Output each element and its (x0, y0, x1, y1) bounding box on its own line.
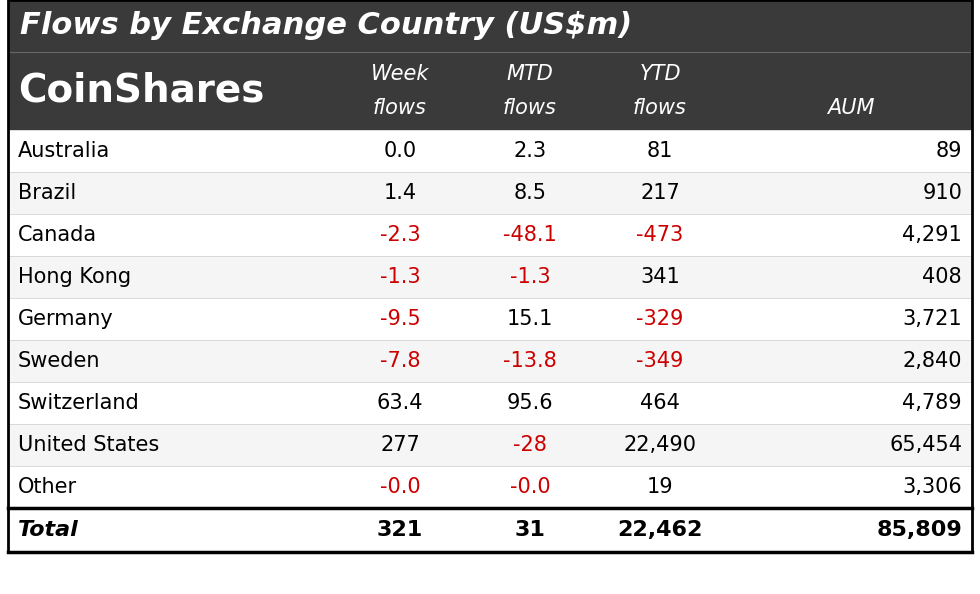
Text: 22,462: 22,462 (617, 520, 703, 540)
Text: AUM: AUM (827, 98, 875, 118)
Text: -329: -329 (636, 309, 684, 329)
Text: 1.4: 1.4 (383, 183, 416, 203)
Text: -473: -473 (636, 225, 684, 245)
Text: -28: -28 (514, 435, 547, 455)
Text: -0.0: -0.0 (379, 477, 420, 497)
Text: Flows by Exchange Country (US$m): Flows by Exchange Country (US$m) (20, 11, 632, 40)
Text: 15.1: 15.1 (507, 309, 553, 329)
Text: 341: 341 (640, 267, 680, 287)
Bar (8, 424, 972, 466)
Text: Other: Other (18, 477, 77, 497)
Text: 81: 81 (647, 141, 673, 161)
Bar (8, 214, 972, 256)
Bar (8, 466, 972, 508)
Text: 3,721: 3,721 (903, 309, 962, 329)
Bar (8, 0, 972, 52)
Text: -7.8: -7.8 (380, 351, 420, 371)
Text: Sweden: Sweden (18, 351, 101, 371)
Text: 85,809: 85,809 (876, 520, 962, 540)
Text: -13.8: -13.8 (503, 351, 557, 371)
Text: CoinShares: CoinShares (18, 72, 265, 110)
Bar (8, 130, 972, 172)
Text: 19: 19 (647, 477, 673, 497)
Text: Australia: Australia (18, 141, 110, 161)
Text: 22,490: 22,490 (623, 435, 697, 455)
Text: Germany: Germany (18, 309, 114, 329)
Bar (8, 172, 972, 214)
Text: flows: flows (503, 98, 557, 118)
Text: flows: flows (633, 98, 687, 118)
Bar (8, 298, 972, 340)
Text: 63.4: 63.4 (376, 393, 423, 413)
Text: Canada: Canada (18, 225, 97, 245)
Text: 464: 464 (640, 393, 680, 413)
Text: Week: Week (370, 64, 429, 84)
Text: -48.1: -48.1 (503, 225, 557, 245)
Bar (8, 52, 972, 130)
Text: 4,789: 4,789 (903, 393, 962, 413)
Text: 217: 217 (640, 183, 680, 203)
Text: flows: flows (373, 98, 427, 118)
Text: MTD: MTD (507, 64, 554, 84)
Text: 3,306: 3,306 (903, 477, 962, 497)
Bar (8, 256, 972, 298)
Text: 8.5: 8.5 (514, 183, 547, 203)
Text: -0.0: -0.0 (510, 477, 551, 497)
Text: 408: 408 (922, 267, 962, 287)
Text: Hong Kong: Hong Kong (18, 267, 131, 287)
Bar (8, 340, 972, 382)
Text: 89: 89 (936, 141, 962, 161)
Bar (8, 382, 972, 424)
Text: Total: Total (18, 520, 78, 540)
Text: -9.5: -9.5 (379, 309, 420, 329)
Text: -1.3: -1.3 (510, 267, 551, 287)
Text: Switzerland: Switzerland (18, 393, 140, 413)
Text: YTD: YTD (639, 64, 681, 84)
Text: 321: 321 (377, 520, 423, 540)
Text: 910: 910 (922, 183, 962, 203)
Text: 2.3: 2.3 (514, 141, 547, 161)
Text: 95.6: 95.6 (507, 393, 554, 413)
Text: Brazil: Brazil (18, 183, 76, 203)
Text: 4,291: 4,291 (903, 225, 962, 245)
Text: 65,454: 65,454 (889, 435, 962, 455)
Text: 277: 277 (380, 435, 419, 455)
Text: -349: -349 (636, 351, 684, 371)
Text: -1.3: -1.3 (379, 267, 420, 287)
Text: -2.3: -2.3 (379, 225, 420, 245)
Bar (8, 508, 972, 552)
Text: 2,840: 2,840 (903, 351, 962, 371)
Text: 0.0: 0.0 (383, 141, 416, 161)
Text: 31: 31 (514, 520, 546, 540)
Text: United States: United States (18, 435, 159, 455)
